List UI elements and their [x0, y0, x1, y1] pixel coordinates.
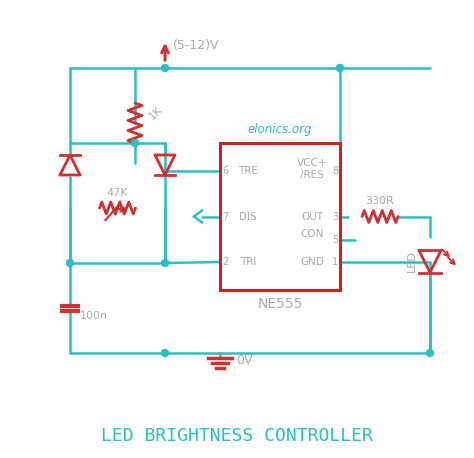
Circle shape: [66, 260, 73, 267]
Text: 0V: 0V: [236, 354, 253, 367]
Text: /RES: /RES: [300, 170, 324, 180]
Text: TRI: TRI: [240, 257, 256, 267]
Circle shape: [162, 65, 168, 71]
Circle shape: [337, 65, 344, 71]
Text: LED: LED: [407, 251, 417, 273]
Text: VCC+: VCC+: [297, 158, 327, 168]
Text: LED BRIGHTNESS CONTROLLER: LED BRIGHTNESS CONTROLLER: [101, 427, 373, 445]
Text: 2: 2: [222, 257, 228, 267]
Bar: [220, 143, 340, 290]
Text: NE555: NE555: [257, 297, 303, 311]
Circle shape: [427, 349, 434, 356]
Text: 100n: 100n: [80, 311, 108, 321]
Text: OUT: OUT: [301, 212, 323, 222]
Circle shape: [162, 260, 168, 267]
Text: 3: 3: [332, 212, 338, 222]
Text: 6: 6: [222, 166, 228, 176]
Text: elonics.org: elonics.org: [248, 122, 312, 136]
Text: 1K: 1K: [147, 104, 164, 121]
Text: 5: 5: [332, 235, 338, 245]
Text: CON: CON: [301, 229, 324, 239]
Text: 1: 1: [332, 257, 338, 267]
Text: 7: 7: [222, 212, 228, 222]
Text: DIS: DIS: [239, 212, 257, 222]
Text: TRE: TRE: [238, 166, 258, 176]
Circle shape: [131, 140, 138, 147]
Text: 47K: 47K: [107, 188, 128, 198]
Text: 330R: 330R: [365, 196, 394, 206]
Text: GND: GND: [300, 257, 324, 267]
Text: 8: 8: [332, 166, 338, 176]
Circle shape: [162, 349, 168, 356]
Text: (5-12)V: (5-12)V: [173, 39, 219, 53]
